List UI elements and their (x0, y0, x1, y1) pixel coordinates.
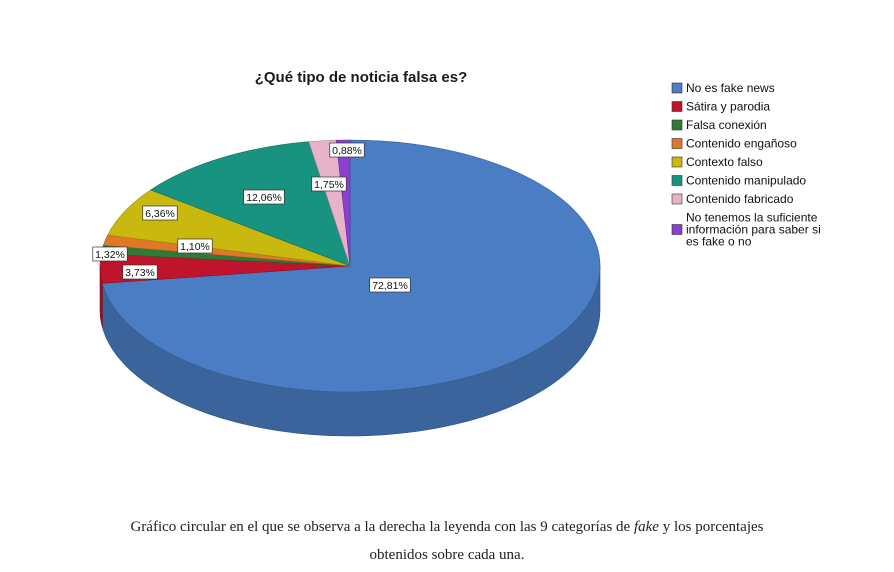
legend-label: información para saber si (686, 223, 821, 237)
data-label-no-tenemos-la-suficiente-informacion-para-saber-si-es-fake-o-no: 0,88% (329, 142, 365, 158)
legend-label: Sátira y parodia (686, 100, 770, 114)
legend-label: Falsa conexión (686, 118, 767, 132)
legend-label: Contexto falso (686, 155, 763, 169)
data-label-text: 1,32% (95, 249, 125, 261)
data-label-contexto-falso: 6,36% (142, 205, 178, 221)
legend-swatch (671, 82, 683, 94)
caption-part2: y los porcentajes (662, 519, 764, 535)
data-label-box (311, 176, 347, 192)
legend-swatch (671, 101, 683, 112)
pie-top-faces (99, 139, 601, 393)
data-label-no-es-fake-news: 72,81% (369, 277, 411, 293)
legend-item-falsa-conexion: Falsa conexión (671, 118, 767, 132)
pie-data-labels: 72,81% 3,73% 1,10% 1,32% 6,36% 12,06% 1,75% 0,8… (92, 142, 411, 293)
data-label-text: 1,75% (314, 179, 344, 191)
pie-chart: ¿Qué tipo de noticia falsa es? 72,81% 3,7… (92, 69, 821, 437)
data-label-text: 3,73% (125, 267, 155, 279)
data-label-satira-y-parodia: 3,73% (122, 264, 158, 280)
pie-slices (99, 139, 601, 437)
legend-label: Contenido fabricado (686, 192, 794, 206)
legend: No es fake news Sátira y parodia Falsa con… (671, 81, 821, 249)
legend-label: Contenido manipulado (686, 174, 806, 188)
data-label-contenido-manipulado: 12,06% (243, 189, 285, 205)
legend-item-contexto-falso: Contexto falso (671, 155, 763, 169)
data-label-text: 12,06% (246, 192, 282, 204)
legend-item-contenido-fabricado: Contenido fabricado (671, 192, 794, 206)
legend-label: No es fake news (686, 81, 775, 95)
legend-swatch (671, 138, 683, 149)
legend-label: Contenido engañoso (686, 137, 797, 151)
legend-item-no-es-fake-news: No es fake news (671, 81, 775, 95)
legend-item-contenido-enganoso: Contenido engañoso (671, 137, 797, 151)
legend-swatch (671, 224, 683, 235)
figure-caption: Gráfico circular en el que se observa a … (0, 519, 894, 536)
data-label-falsa-conexion: 1,10% (177, 238, 213, 254)
data-label-box (142, 205, 178, 221)
legend-swatch (671, 193, 683, 205)
caption-part1: Gráfico circular en el que se observa a … (130, 519, 631, 535)
data-label-box (122, 264, 158, 280)
data-label-box (177, 238, 213, 254)
legend-swatch (671, 119, 683, 131)
data-label-contenido-enganoso: 1,32% (92, 246, 128, 262)
figure-caption-line2: obtenidos sobre cada una. (369, 547, 525, 563)
data-label-box (329, 142, 365, 158)
data-label-box (243, 189, 285, 205)
caption-italic: fake (633, 519, 659, 535)
legend-item-satira-y-parodia: Sátira y parodia (671, 100, 770, 114)
pie-slice-no-es-fake-news (101, 139, 601, 393)
pie-slice-no-tenemos-la-suficiente-informacion-para-saber-si-es-fake-o-no (335, 139, 351, 267)
legend-label: es fake o no (686, 235, 752, 249)
legend-swatch (671, 175, 683, 186)
data-label-text: 1,10% (180, 241, 210, 253)
legend-label: No tenemos la suficiente (686, 211, 818, 225)
data-label-box (92, 246, 128, 262)
legend-item-contenido-manipulado: Contenido manipulado (671, 174, 806, 188)
data-label-text: 6,36% (145, 208, 175, 220)
data-label-text: 72,81% (372, 280, 408, 292)
data-label-text: 0,88% (332, 145, 362, 157)
legend-swatch (671, 156, 683, 168)
chart-title: ¿Qué tipo de noticia falsa es? (255, 69, 468, 86)
data-label-contenido-fabricado: 1,75% (311, 176, 347, 192)
data-label-box (369, 277, 411, 293)
